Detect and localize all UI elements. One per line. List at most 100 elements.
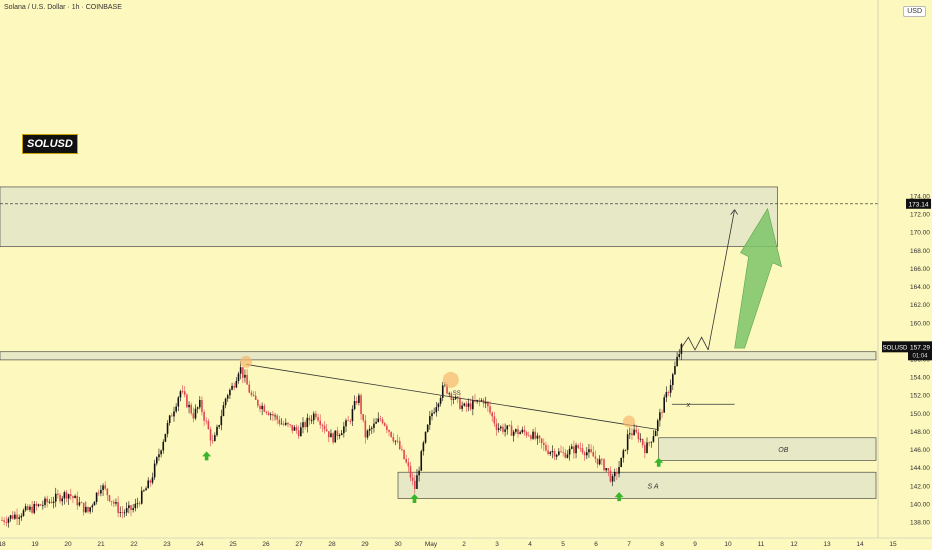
candle-body <box>661 412 663 414</box>
candle-body <box>203 411 205 421</box>
candle-body <box>360 395 362 415</box>
candle-body <box>158 454 160 458</box>
resistance-zone <box>0 351 877 361</box>
last-price-tag <box>908 341 932 361</box>
candle-body <box>590 449 592 453</box>
candle-body <box>287 422 289 425</box>
price-tick-label: 152.00 <box>910 393 930 400</box>
candle-body <box>663 397 665 413</box>
candle-body <box>334 430 337 443</box>
projection-arrow-icon <box>734 207 783 349</box>
candle-body <box>289 424 291 426</box>
candle-body <box>27 506 29 510</box>
candle-body <box>317 417 319 421</box>
candle-body <box>495 423 498 430</box>
candle-body <box>347 420 349 422</box>
candle-body <box>205 420 208 422</box>
candle-body <box>67 494 70 499</box>
candle-body <box>521 429 524 433</box>
candle-body <box>340 433 343 436</box>
candles <box>1 342 683 528</box>
candle-body <box>624 449 627 451</box>
candle-body <box>113 501 115 504</box>
candle-body <box>254 395 257 400</box>
candle-body <box>646 442 648 454</box>
candle-body <box>429 416 431 425</box>
candle-body <box>405 459 407 463</box>
symbol-badge: SOLUSD <box>22 134 78 154</box>
candle-body <box>31 506 33 513</box>
trendline <box>246 364 659 431</box>
candle-body <box>656 420 659 432</box>
candle-body <box>87 506 89 512</box>
candle-body <box>603 459 605 471</box>
candle-body <box>209 429 212 441</box>
candle-body <box>100 489 102 494</box>
price-tick-label: 160.00 <box>910 320 930 327</box>
candle-body <box>491 412 493 417</box>
candle-body <box>601 459 603 461</box>
candle-body <box>233 385 235 388</box>
candle-body <box>581 448 584 453</box>
time-tick-label: 23 <box>163 541 171 548</box>
candle-body <box>631 433 633 436</box>
candle-body <box>487 401 489 407</box>
candle-body <box>46 498 48 503</box>
candle-body <box>650 441 653 443</box>
candle-body <box>14 514 16 519</box>
candle-body <box>315 413 317 418</box>
candle-body <box>211 440 214 442</box>
candle-body <box>366 430 369 438</box>
candle-body <box>635 429 638 433</box>
time-tick-label: May <box>425 541 438 548</box>
candle-body <box>401 449 403 450</box>
candle-body <box>246 374 248 385</box>
candle-body <box>108 495 111 502</box>
candle-body <box>364 420 367 438</box>
candle-body <box>351 408 354 422</box>
candle-body <box>52 501 55 503</box>
time-tick-label: 10 <box>724 541 732 548</box>
candle-body <box>463 403 466 406</box>
candle-body <box>568 448 571 455</box>
candle-body <box>82 502 85 513</box>
price-axis[interactable]: 138.00 140.00 142.00 144.00 146.00 148.00 150.… <box>877 0 932 550</box>
time-tick-label: 2 <box>462 541 466 548</box>
candle-body <box>304 422 306 428</box>
candle-body <box>319 420 321 425</box>
candle-body <box>418 470 420 476</box>
candle-body <box>667 392 670 393</box>
swing-high-marker <box>442 371 459 388</box>
candle-body <box>188 404 190 408</box>
candle-body <box>269 414 272 416</box>
candle-body <box>166 423 169 434</box>
candle-body <box>312 413 315 421</box>
candle-body <box>136 503 139 505</box>
time-tick-label: 14 <box>856 541 864 548</box>
candle-body <box>652 436 655 442</box>
candle-body <box>562 452 564 453</box>
candle-body <box>147 480 149 489</box>
candle-body <box>257 399 259 406</box>
candle-body <box>452 399 455 400</box>
candle-body <box>160 450 162 455</box>
currency-label[interactable]: USD <box>903 6 926 17</box>
candle-body <box>134 503 137 509</box>
candle-body <box>220 415 223 426</box>
candle-body <box>293 427 296 431</box>
candle-body <box>654 431 657 437</box>
candle-body <box>24 506 27 511</box>
price-tick-label: 174.00 <box>910 194 930 201</box>
candle-body <box>672 374 674 386</box>
time-tick-label: 18 <box>0 541 6 548</box>
sa-zone <box>397 471 877 499</box>
time-tick-label: 21 <box>97 541 105 548</box>
time-tick-label: 8 <box>660 541 664 548</box>
candle-body <box>125 508 128 513</box>
candle-body <box>151 477 154 483</box>
time-axis[interactable]: 18 19 20 21 22 23 24 25 26 27 28 29 30 May 2 3 4 5 6 7 8 9 10 1… <box>0 537 932 548</box>
time-tick-label: 24 <box>196 541 204 548</box>
candle-body <box>338 435 341 437</box>
